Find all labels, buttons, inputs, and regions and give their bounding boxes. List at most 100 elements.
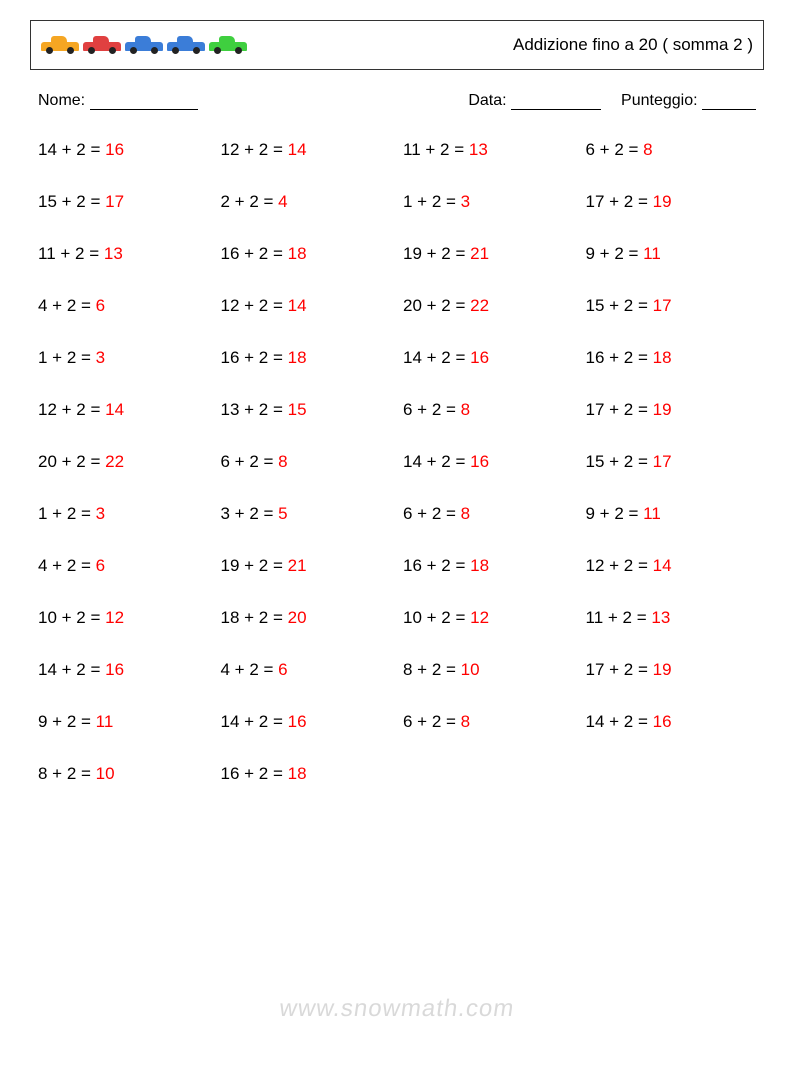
problem-expression: 11 + 2 = xyxy=(38,244,104,263)
problem-answer: 13 xyxy=(104,244,123,263)
problem-answer: 18 xyxy=(470,556,489,575)
problem-expression: 19 + 2 = xyxy=(403,244,470,263)
problem: 13 + 2 = 15 xyxy=(221,400,392,420)
problem-expression: 14 + 2 = xyxy=(586,712,653,731)
worksheet-title: Addizione fino a 20 ( somma 2 ) xyxy=(513,35,753,55)
info-row: Nome: Data: Punteggio: xyxy=(38,92,756,110)
problem-answer: 22 xyxy=(470,296,489,315)
car-icon xyxy=(167,36,205,54)
problem-expression: 10 + 2 = xyxy=(403,608,470,627)
problem: 8 + 2 = 10 xyxy=(403,660,574,680)
problem-answer: 10 xyxy=(96,764,115,783)
problem-answer: 11 xyxy=(96,712,114,731)
date-field: Data: xyxy=(468,92,601,110)
problem-expression: 19 + 2 = xyxy=(221,556,288,575)
problem-expression: 20 + 2 = xyxy=(403,296,470,315)
problem: 12 + 2 = 14 xyxy=(38,400,209,420)
car-icon xyxy=(209,36,247,54)
problem: 8 + 2 = 10 xyxy=(38,764,209,784)
problem-answer: 6 xyxy=(278,660,287,679)
problem: 15 + 2 = 17 xyxy=(586,296,757,316)
problem: 16 + 2 = 18 xyxy=(221,244,392,264)
problem: 14 + 2 = 16 xyxy=(586,712,757,732)
problem-answer: 18 xyxy=(288,244,307,263)
problem-expression: 17 + 2 = xyxy=(586,400,653,419)
car-icons xyxy=(41,36,247,54)
problem: 2 + 2 = 4 xyxy=(221,192,392,212)
problem-answer: 16 xyxy=(105,660,124,679)
car-icon xyxy=(83,36,121,54)
problem: 3 + 2 = 5 xyxy=(221,504,392,524)
problem-expression: 18 + 2 = xyxy=(221,608,288,627)
problem: 6 + 2 = 8 xyxy=(586,140,757,160)
problem-answer: 21 xyxy=(288,556,307,575)
problem: 14 + 2 = 16 xyxy=(221,712,392,732)
problem-expression: 6 + 2 = xyxy=(221,452,279,471)
problem-expression: 9 + 2 = xyxy=(38,712,96,731)
date-label: Data: xyxy=(468,92,506,109)
problem-answer: 18 xyxy=(288,764,307,783)
problem: 17 + 2 = 19 xyxy=(586,400,757,420)
problem-expression: 12 + 2 = xyxy=(38,400,105,419)
problem-answer: 11 xyxy=(643,244,661,263)
problem-expression: 15 + 2 = xyxy=(586,296,653,315)
problem: 14 + 2 = 16 xyxy=(403,348,574,368)
problem: 16 + 2 = 18 xyxy=(221,348,392,368)
problem-expression: 4 + 2 = xyxy=(38,556,96,575)
problem-expression: 14 + 2 = xyxy=(403,452,470,471)
car-icon xyxy=(125,36,163,54)
problem-expression: 11 + 2 = xyxy=(403,140,469,159)
problem-expression: 6 + 2 = xyxy=(403,400,461,419)
problem-expression: 11 + 2 = xyxy=(586,608,652,627)
problem-answer: 17 xyxy=(105,192,124,211)
car-icon xyxy=(41,36,79,54)
problem-answer: 19 xyxy=(653,660,672,679)
problem-answer: 8 xyxy=(461,712,470,731)
problem-answer: 12 xyxy=(470,608,489,627)
problem: 19 + 2 = 21 xyxy=(221,556,392,576)
problem-expression: 14 + 2 = xyxy=(38,660,105,679)
problem: 6 + 2 = 8 xyxy=(403,400,574,420)
problem-answer: 3 xyxy=(96,348,105,367)
problem-expression: 8 + 2 = xyxy=(403,660,461,679)
problem-answer: 16 xyxy=(105,140,124,159)
problem: 19 + 2 = 21 xyxy=(403,244,574,264)
problem: 6 + 2 = 8 xyxy=(403,504,574,524)
problem-expression: 17 + 2 = xyxy=(586,192,653,211)
problem: 10 + 2 = 12 xyxy=(38,608,209,628)
problem-answer: 13 xyxy=(651,608,670,627)
problem-expression: 12 + 2 = xyxy=(221,140,288,159)
problem-answer: 4 xyxy=(278,192,287,211)
problem: 17 + 2 = 19 xyxy=(586,660,757,680)
problem-answer: 13 xyxy=(469,140,488,159)
problem: 12 + 2 = 14 xyxy=(586,556,757,576)
problem-answer: 19 xyxy=(653,400,672,419)
problem-expression: 13 + 2 = xyxy=(221,400,288,419)
problem-answer: 3 xyxy=(461,192,470,211)
problem-answer: 19 xyxy=(653,192,672,211)
problem: 14 + 2 = 16 xyxy=(38,140,209,160)
problem-expression: 10 + 2 = xyxy=(38,608,105,627)
problem-answer: 14 xyxy=(288,140,307,159)
problem-answer: 6 xyxy=(96,556,105,575)
problem-answer: 21 xyxy=(470,244,489,263)
date-blank xyxy=(511,95,601,110)
problem-expression: 9 + 2 = xyxy=(586,504,644,523)
problem-expression: 17 + 2 = xyxy=(586,660,653,679)
problem: 20 + 2 = 22 xyxy=(403,296,574,316)
problem: 16 + 2 = 18 xyxy=(221,764,392,784)
problem-answer: 16 xyxy=(653,712,672,731)
problem-expression: 1 + 2 = xyxy=(38,504,96,523)
problem-answer: 14 xyxy=(105,400,124,419)
problem-expression: 2 + 2 = xyxy=(221,192,279,211)
problem-answer: 5 xyxy=(278,504,287,523)
problem-expression: 16 + 2 = xyxy=(221,764,288,783)
name-field: Nome: xyxy=(38,92,468,110)
problem-expression: 16 + 2 = xyxy=(221,348,288,367)
problem-answer: 20 xyxy=(288,608,307,627)
problem-answer: 8 xyxy=(643,140,652,159)
problem-answer: 22 xyxy=(105,452,124,471)
problem: 9 + 2 = 11 xyxy=(586,504,757,524)
problem-expression: 14 + 2 = xyxy=(38,140,105,159)
problem-answer: 16 xyxy=(470,452,489,471)
